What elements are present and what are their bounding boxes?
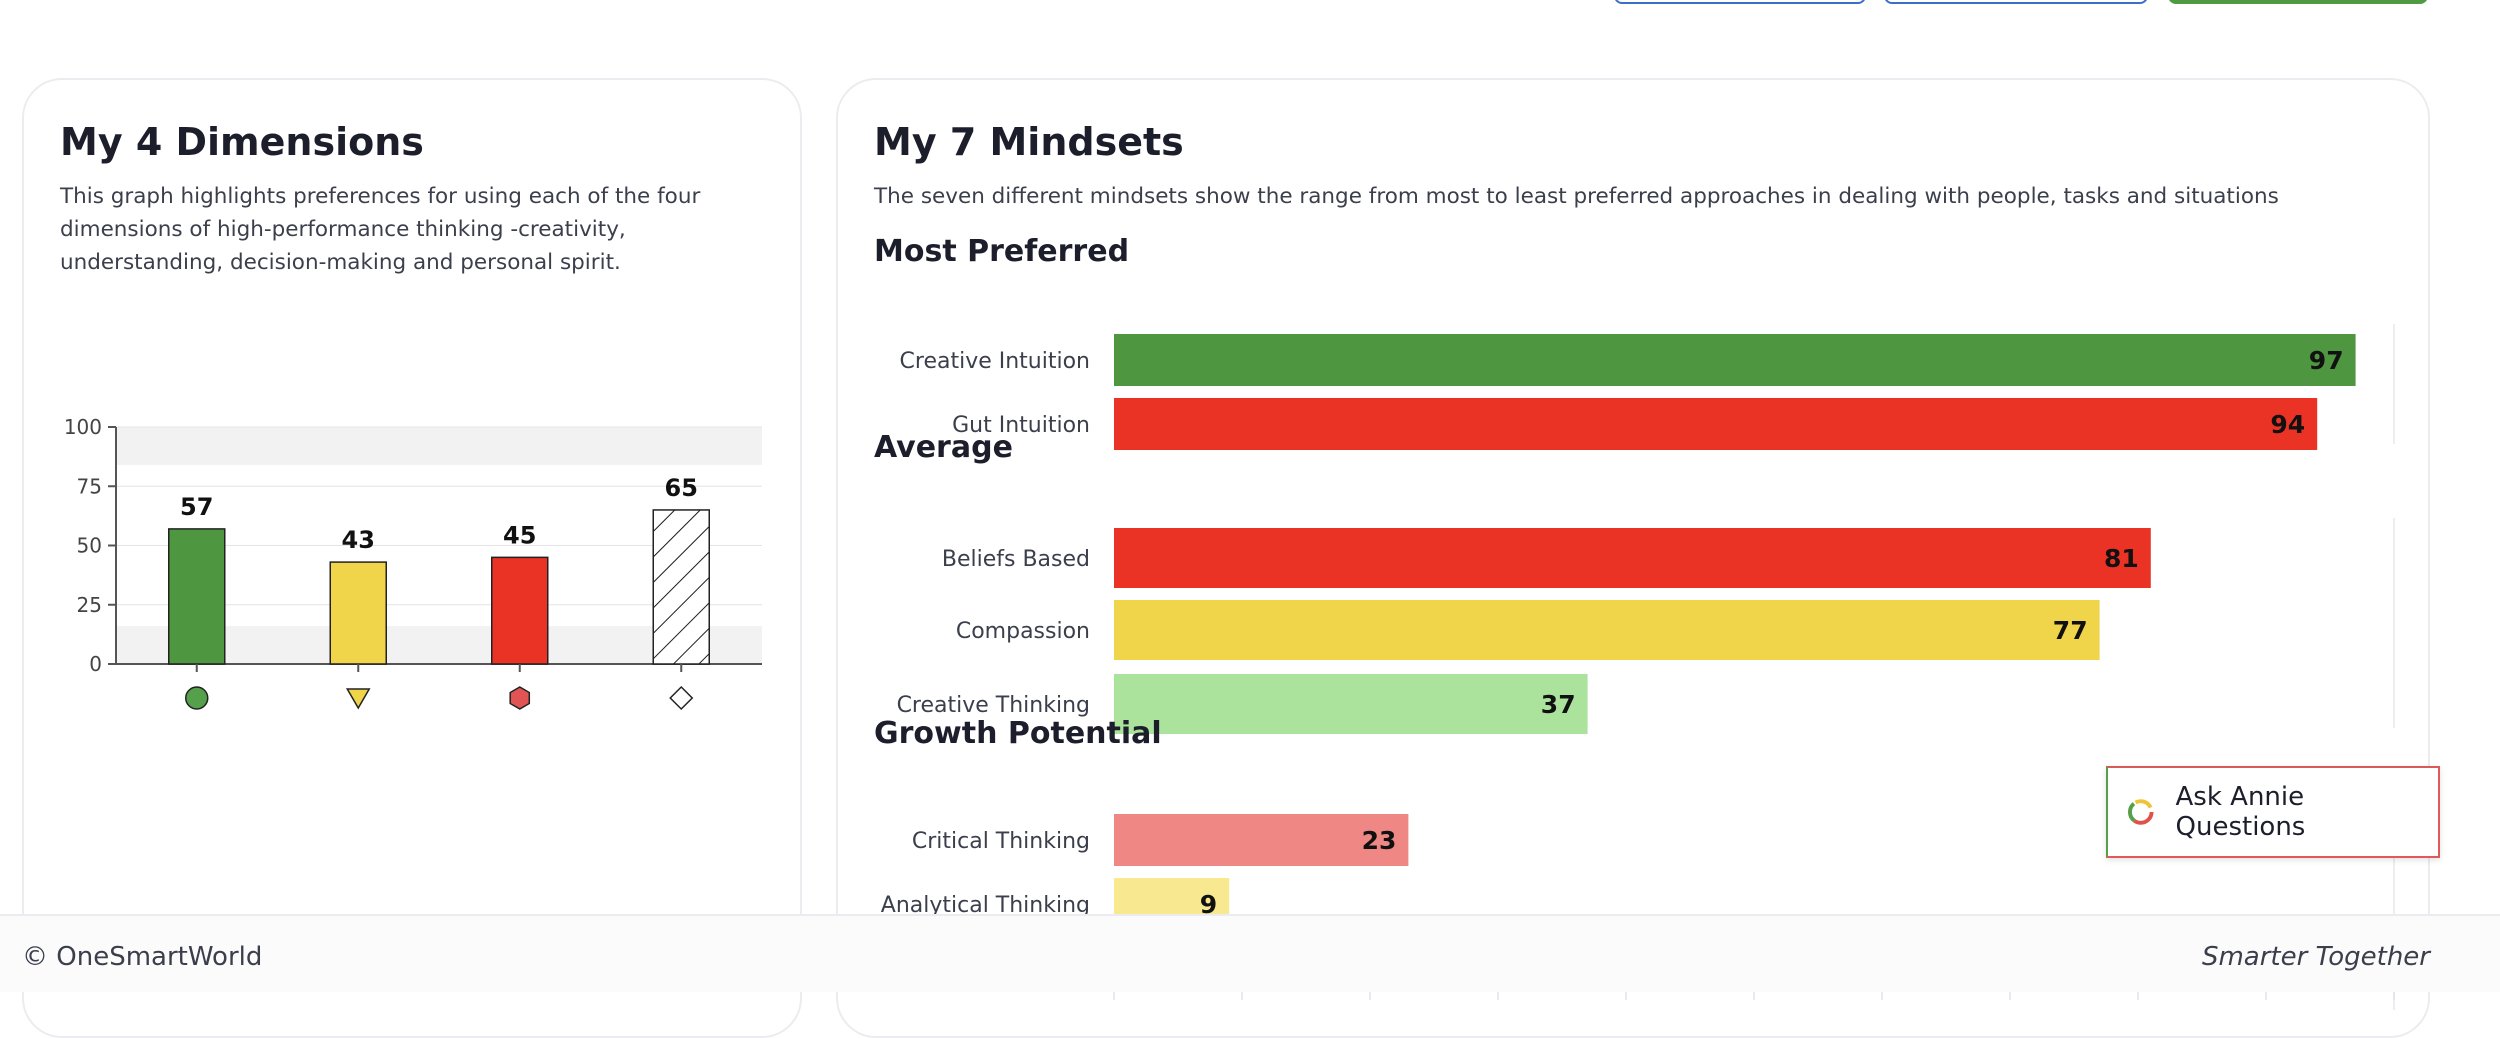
mindset-group-title-2: Growth Potential <box>874 716 1162 751</box>
mindset-label-0-1: Gut Intuition <box>952 413 1090 438</box>
header-button-2[interactable] <box>1884 0 2148 4</box>
dimensions-bar-chart: 0 25 50 75 100 57 43 45 65 <box>64 415 762 711</box>
dimension-bar-value-1: 43 <box>342 526 375 554</box>
dimensions-description-line-1: This graph highlights preferences for us… <box>60 184 701 209</box>
footer-copyright: © OneSmartWorld <box>22 942 263 972</box>
mindset-group-title-1: Average <box>874 430 1013 465</box>
mindset-group-chart-2: Critical Thinking 23 Analytical Thinking 9 <box>881 804 2395 1010</box>
mindset-bar-1-0 <box>1114 528 2151 588</box>
mindsets-title: My 7 Mindsets <box>874 120 1184 164</box>
dimensions-description-line-2: dimensions of high-performance thinking … <box>60 217 626 242</box>
dimension-bar-3 <box>652 509 710 665</box>
dimension-bar-value-2: 45 <box>503 521 536 549</box>
mindset-value-1-1: 77 <box>2053 616 2088 645</box>
footer-tagline: Smarter Together <box>2201 942 2430 972</box>
mindset-label-1-2: Creative Thinking <box>897 693 1090 718</box>
dimensions-card: My 4 Dimensions This graph highlights pr… <box>22 78 802 1038</box>
mindset-value-0-0: 97 <box>2309 346 2344 375</box>
header-button-3[interactable] <box>2168 0 2428 4</box>
dimension-marker-hexagon-icon <box>509 686 531 710</box>
mindset-value-2-0: 23 <box>1362 826 1397 855</box>
dimension-bar-2 <box>491 556 549 665</box>
dimensions-description: This graph highlights preferences for us… <box>60 180 700 279</box>
mindsets-description: The seven different mindsets show the ra… <box>874 184 2279 209</box>
y-tick-label: 75 <box>77 474 102 498</box>
mindset-value-1-2: 37 <box>1541 690 1576 719</box>
mindset-bar-1-1 <box>1114 600 2100 660</box>
dimensions-title: My 4 Dimensions <box>60 120 424 164</box>
mindset-value-0-1: 94 <box>2270 410 2305 439</box>
mindset-bar-2-0 <box>1114 814 1409 866</box>
ask-annie-label: Ask Annie Questions <box>2175 782 2306 842</box>
dimension-bar-0 <box>168 528 226 665</box>
mindset-bar-0-1 <box>1114 398 2318 450</box>
mindset-value-1-0: 81 <box>2104 544 2139 573</box>
mindset-label-1-0: Beliefs Based <box>942 547 1090 572</box>
mindset-bar-1-2 <box>1114 674 1588 734</box>
mindset-value-2-1: 9 <box>1200 890 1217 919</box>
mindset-group-chart-0: Creative Intuition 97 Gut Intuition 94 <box>900 324 2395 450</box>
mindset-group-chart-1: Beliefs Based 81 Compassion 77 Creative Thin… <box>897 518 2395 734</box>
y-tick-label: 0 <box>89 652 102 676</box>
y-tick-label: 25 <box>77 593 102 617</box>
header-button-1[interactable] <box>1614 0 1866 4</box>
mindset-label-0-0: Creative Intuition <box>900 349 1090 374</box>
mindset-label-2-1: Analytical Thinking <box>881 893 1090 918</box>
dimensions-description-line-3: understanding, decision-making and perso… <box>60 250 621 275</box>
dimension-bar-value-0: 57 <box>180 493 213 521</box>
chart-band-0 <box>116 427 762 465</box>
dimension-marker-triangle-down-icon <box>345 688 371 710</box>
y-tick-label: 100 <box>64 415 102 439</box>
y-tick-label: 50 <box>77 534 102 558</box>
dimension-marker-circle-icon <box>185 686 209 710</box>
mindset-bar-0-0 <box>1114 334 2356 386</box>
mindset-label-2-0: Critical Thinking <box>912 829 1090 854</box>
footer: © OneSmartWorld Smarter Together <box>0 914 2500 992</box>
dimension-marker-diamond-icon <box>669 685 694 711</box>
ask-annie-button[interactable]: Ask Annie Questions <box>2106 766 2440 858</box>
dimension-bar-1 <box>329 561 387 665</box>
annie-logo-icon <box>2127 799 2154 825</box>
mindset-group-title-0: Most Preferred <box>874 234 1130 269</box>
mindsets-card: My 7 Mindsets The seven different mindse… <box>836 78 2430 1038</box>
mindset-label-1-1: Compassion <box>956 619 1090 644</box>
dimension-bar-value-3: 65 <box>665 474 698 502</box>
